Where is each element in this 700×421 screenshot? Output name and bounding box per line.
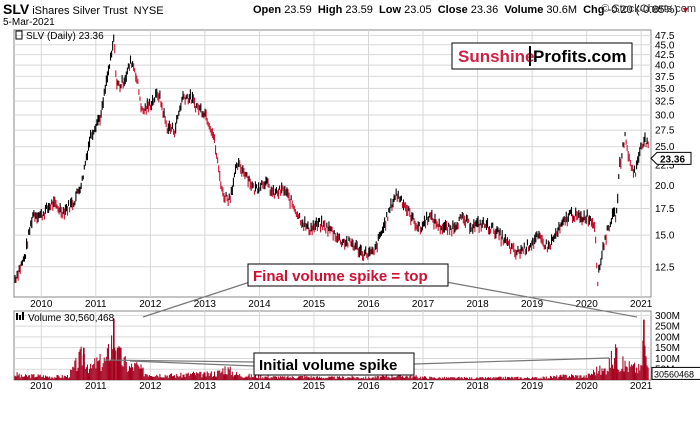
price-x-tick-label: 2017 — [412, 299, 435, 310]
price-x-tick-label: 2016 — [357, 299, 380, 310]
volume-legend-icon — [22, 312, 24, 320]
brand-part-1: Sunshine — [458, 47, 535, 66]
price-tick-label: 37.5 — [655, 72, 675, 83]
last-price-badge: 23.36 — [660, 154, 685, 165]
price-tick-label: 25.0 — [655, 142, 675, 153]
initial-annotation-arrow-left — [103, 359, 255, 363]
high-value: 23.59 — [345, 4, 373, 16]
price-tick-label: 45.0 — [655, 40, 675, 51]
top-annotation-label: Final volume spike = top — [253, 268, 428, 285]
price-tick-label: 22.5 — [655, 160, 675, 171]
price-legend-icon — [15, 30, 23, 40]
volume-tick-label: 150M — [655, 343, 680, 354]
price-series — [14, 34, 649, 287]
open-value: 23.59 — [284, 4, 312, 16]
volume-x-tick-label: 2019 — [521, 381, 544, 392]
last-price-badge-shape — [650, 151, 692, 165]
price-tick-label: 35.0 — [655, 84, 675, 95]
volume-x-tick-label: 2015 — [303, 381, 326, 392]
volume-tick-label: 250M — [655, 322, 680, 333]
brand-divider — [529, 46, 531, 66]
brand-part-2: Profits.com — [533, 47, 627, 66]
price-x-tick-label: 2020 — [576, 299, 599, 310]
price-x-tick-label: 2011 — [85, 299, 107, 310]
volume-x-tick-label: 2010 — [30, 381, 53, 392]
price-tick-label: 20.0 — [655, 181, 675, 192]
price-tick-label: 27.5 — [655, 126, 675, 137]
price-x-tick-label: 2018 — [466, 299, 489, 310]
volume-x-tick-label: 2011 — [85, 381, 107, 392]
volume-x-tick-label: 2013 — [194, 381, 217, 392]
chart-title: SLV iShares Silver Trust NYSE — [3, 1, 164, 17]
price-panel-frame — [13, 29, 652, 298]
volume-series — [14, 318, 649, 380]
initial-annotation-arrow-left-2 — [129, 360, 255, 367]
down-triangle-icon: ▼ — [680, 5, 690, 15]
price-x-tick-label: 2014 — [248, 299, 271, 310]
volume-x-tick-label: 2012 — [139, 381, 162, 392]
close-label: Close — [437, 4, 468, 16]
volume-x-tick-label: 2018 — [466, 381, 489, 392]
price-x-tick-label: 2010 — [30, 299, 53, 310]
quote-date: 5-Mar-2021 — [3, 17, 55, 28]
volume-x-tick-label: 2014 — [248, 381, 271, 392]
copyright: © StockCharts.com — [601, 3, 696, 15]
price-x-tick-label: 2015 — [303, 299, 326, 310]
close-value: 23.36 — [470, 4, 499, 16]
volume-tick-label: 100M — [655, 354, 680, 365]
price-x-tick-label: 2021 — [630, 299, 653, 310]
last-volume-badge-shape — [651, 366, 700, 380]
price-tick-label: 17.5 — [655, 204, 675, 215]
ohlc-summary: Open 23.59 High 23.59 Low 23.05 Close 23… — [253, 4, 690, 16]
volume-value: 30.6M — [546, 4, 577, 16]
low-value: 23.05 — [404, 4, 432, 16]
price-tick-label: 32.5 — [655, 97, 675, 108]
price-tick-label: 42.5 — [655, 50, 675, 61]
price-x-tick-label: 2012 — [139, 299, 162, 310]
volume-x-tick-label: 2017 — [412, 381, 435, 392]
volume-tick-label: 200M — [655, 332, 680, 343]
high-label: High — [317, 4, 343, 16]
price-legend: SLV (Daily) 23.36 — [26, 31, 104, 42]
volume-legend: Volume 30,560,468 — [28, 313, 115, 324]
volume-x-tick-label: 2016 — [357, 381, 380, 392]
security-name: iShares Silver Trust — [32, 5, 128, 17]
exchange-name: NYSE — [133, 5, 164, 17]
low-label: Low — [379, 4, 402, 16]
price-x-tick-label: 2013 — [194, 299, 217, 310]
initial-annotation-box — [253, 352, 415, 376]
initial-annotation-label: Initial volume spike — [259, 357, 397, 374]
price-tick-label: 40.0 — [655, 61, 675, 72]
top-annotation-arrow-left — [142, 281, 251, 318]
volume-tick-label: 300M — [655, 311, 680, 322]
volume-label: Volume — [504, 4, 544, 16]
price-tick-label: 30.0 — [655, 111, 675, 122]
top-annotation-arrow-right — [445, 281, 638, 318]
volume-legend-icon — [19, 315, 21, 320]
change-label: Chg — [583, 4, 605, 16]
top-annotation-box — [247, 263, 449, 287]
last-volume-badge: 30560468 — [654, 369, 694, 379]
brand-box — [451, 42, 633, 70]
volume-x-tick-label: 2021 — [630, 381, 653, 392]
price-x-tick-label: 2019 — [521, 299, 544, 310]
initial-annotation-arrow-right — [413, 357, 610, 365]
volume-legend-icon — [16, 313, 18, 320]
change-value: -0.20 (-0.85%) — [607, 4, 678, 16]
open-label: Open — [253, 4, 282, 16]
price-tick-label: 47.5 — [655, 31, 675, 42]
price-tick-label: 15.0 — [655, 231, 675, 242]
ticker-symbol: SLV — [3, 1, 30, 17]
price-tick-label: 12.5 — [655, 262, 675, 273]
volume-x-tick-label: 2020 — [576, 381, 599, 392]
